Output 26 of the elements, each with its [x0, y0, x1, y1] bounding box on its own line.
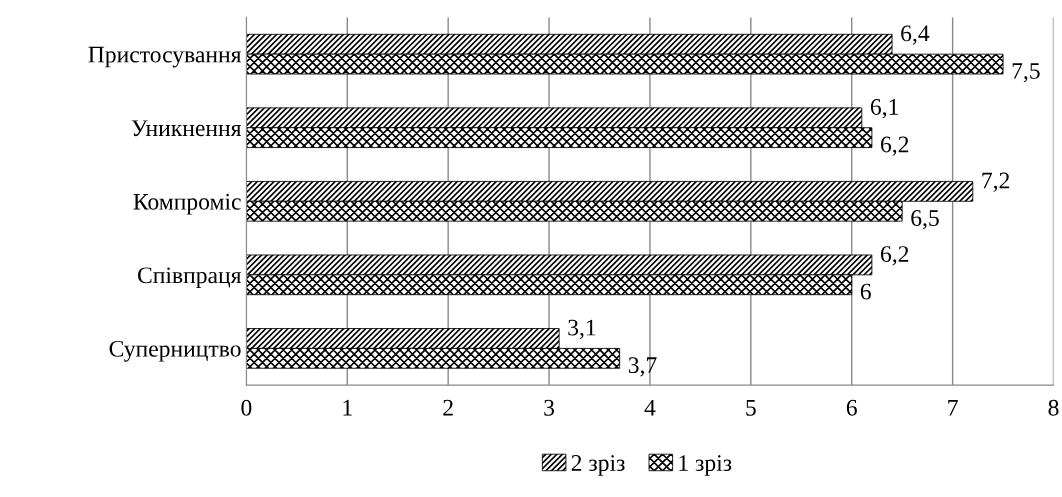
- x-tick-label: 2: [443, 399, 453, 416]
- legend-label: 1 зріз: [679, 455, 732, 476]
- x-tick-label: 8: [1048, 399, 1059, 416]
- y-tick-label: Компроміс: [133, 193, 241, 215]
- data-label: 6,5: [911, 210, 939, 230]
- x-tick-label: 5: [746, 399, 756, 416]
- y-tick-label: Суперництво: [109, 340, 241, 362]
- data-label: 6,2: [880, 136, 909, 156]
- y-tick-label: Пристосування: [88, 46, 242, 68]
- x-tick-label: 4: [644, 399, 656, 416]
- data-label: 6: [860, 283, 871, 300]
- x-tick-label: 6: [846, 399, 857, 416]
- data-label: 3,7: [628, 357, 657, 377]
- data-label: 6,4: [901, 25, 930, 45]
- data-label: 6,2: [880, 246, 909, 266]
- x-tick-label: 7: [948, 399, 958, 416]
- x-tick-label: 0: [241, 399, 252, 416]
- data-label: 6,1: [870, 99, 898, 119]
- y-tick-label: Співпраця: [137, 267, 242, 289]
- x-tick-label: 3: [544, 399, 555, 416]
- data-label: 3,1: [568, 319, 596, 339]
- legend-label: 2 зріз: [571, 455, 625, 476]
- y-tick-label: Уникнення: [131, 120, 242, 137]
- data-label: 7,2: [982, 172, 1010, 192]
- data-label: 7,5: [1012, 63, 1040, 83]
- x-tick-label: 1: [343, 399, 352, 416]
